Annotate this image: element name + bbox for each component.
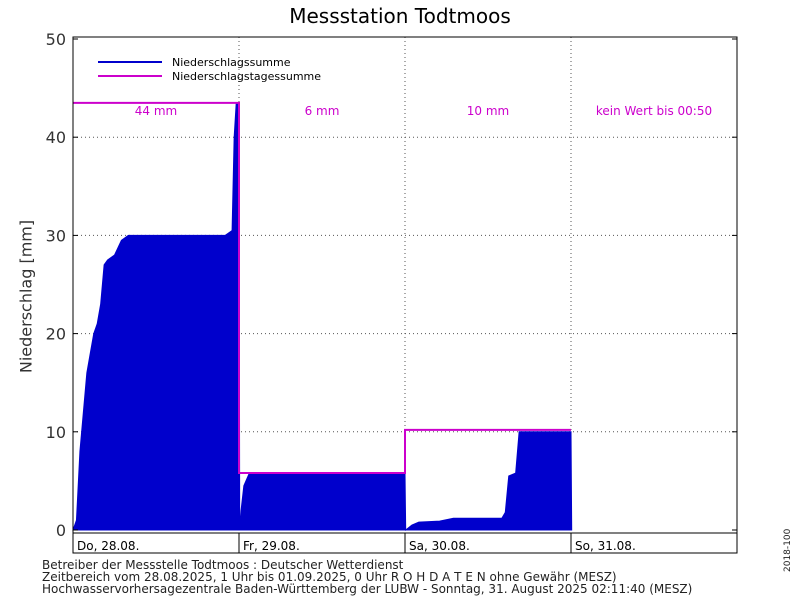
- x-day-label: Sa, 30.08.: [409, 539, 470, 553]
- x-day-label: So, 31.08.: [575, 539, 636, 553]
- y-tick-label: 40: [46, 128, 66, 147]
- footer-operator: Betreiber der Messstelle Todtmoos : Deut…: [42, 558, 404, 572]
- y-tick-label: 0: [56, 521, 66, 540]
- daily-sum-label: 6 mm: [305, 104, 340, 118]
- y-tick-label: 20: [46, 325, 66, 344]
- y-tick-label: 50: [46, 30, 66, 49]
- legend-label: Niederschlagssumme: [172, 56, 291, 69]
- y-ticks: 0 10 20 30 40 50: [46, 30, 737, 540]
- chart-title: Messstation Todtmoos: [289, 4, 511, 28]
- area-layer: [72, 102, 573, 532]
- x-day-label: Fr, 29.08.: [243, 539, 300, 553]
- daily-sum-line: [73, 101, 571, 475]
- version-label: 2018-100: [783, 528, 793, 572]
- footer-publisher: Hochwasservorhersagezentrale Baden-Württ…: [42, 582, 693, 596]
- daily-sum-label: kein Wert bis 00:50: [596, 104, 712, 118]
- legend: NiederschlagssummeNiederschlagstagessumm…: [98, 56, 321, 83]
- precipitation-sum-area: [72, 102, 573, 532]
- y-tick-label: 30: [46, 226, 66, 245]
- daily-sum-label: 44 mm: [135, 104, 177, 118]
- x-labels: Do, 28.08. Fr, 29.08. Sa, 30.08. So, 31.08.: [72, 533, 636, 553]
- x-day-label: Do, 28.08.: [77, 539, 139, 553]
- footer-timerange: Zeitbereich vom 28.08.2025, 1 Uhr bis 01…: [42, 570, 617, 584]
- daily-sum-label: 10 mm: [467, 104, 509, 118]
- y-tick-label: 10: [46, 423, 66, 442]
- daily-layer: 44 mm 6 mm 10 mm kein Wert bis 00:50: [73, 101, 712, 475]
- legend-label: Niederschlagstagessumme: [172, 70, 321, 83]
